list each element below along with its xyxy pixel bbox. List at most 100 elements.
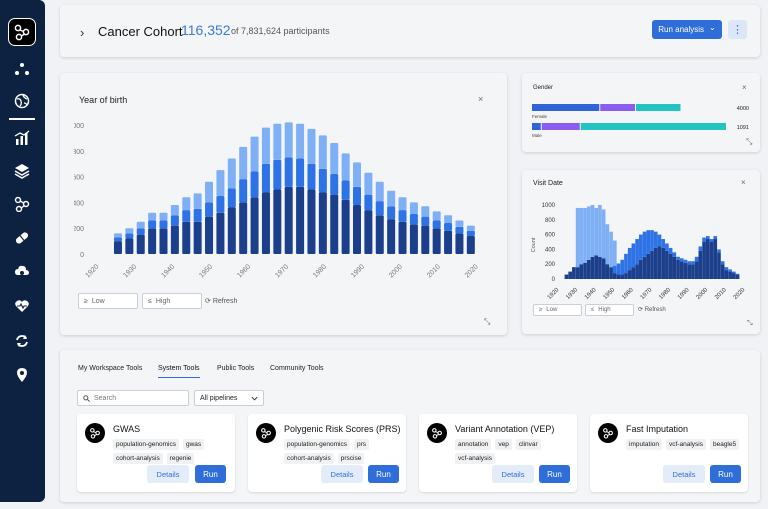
bar bbox=[631, 267, 636, 279]
bar bbox=[564, 274, 569, 279]
bar bbox=[672, 256, 677, 279]
low-placeholder: Low bbox=[546, 307, 558, 313]
bar bbox=[635, 239, 639, 265]
nodes-icon[interactable] bbox=[10, 193, 34, 215]
bar bbox=[148, 228, 157, 254]
high-placeholder: High bbox=[598, 307, 611, 313]
x-tick-label: 1980 bbox=[312, 263, 328, 279]
high-input[interactable]: ≤ High bbox=[585, 304, 634, 316]
bar bbox=[691, 264, 695, 279]
bar bbox=[296, 158, 305, 187]
bar bbox=[532, 123, 541, 130]
bar bbox=[624, 273, 628, 279]
tool-card: GWAS population-genomics gwas cohort-analys… bbox=[77, 414, 235, 492]
bar bbox=[650, 250, 654, 279]
bar bbox=[713, 239, 718, 279]
details-button[interactable]: Details bbox=[663, 465, 705, 483]
active-indicator bbox=[9, 118, 35, 120]
year-of-birth-panel: Year of birth × 0 200 400 600 800 1000 1920 193… bbox=[60, 73, 507, 335]
bar bbox=[432, 211, 441, 221]
expand-chevron-icon[interactable]: › bbox=[80, 25, 85, 40]
details-button[interactable]: Details bbox=[321, 465, 363, 483]
refresh-button[interactable]: ⟳ Refresh bbox=[638, 306, 666, 313]
pill-icon[interactable] bbox=[10, 227, 34, 249]
search-input[interactable]: Search bbox=[77, 390, 189, 406]
bar bbox=[650, 230, 654, 251]
bar bbox=[205, 216, 214, 254]
category-label: Female bbox=[532, 114, 548, 119]
x-tick-label: 1990 bbox=[677, 287, 691, 300]
high-input[interactable]: ≤ High bbox=[142, 293, 202, 309]
y-tick-label: 400 bbox=[74, 200, 84, 207]
close-icon[interactable]: × bbox=[742, 83, 747, 92]
bar bbox=[612, 265, 617, 274]
globe-icon[interactable] bbox=[10, 90, 34, 112]
bar bbox=[594, 255, 599, 279]
resize-handle-icon[interactable]: ⤡ bbox=[746, 137, 753, 146]
bar bbox=[580, 123, 726, 130]
bar bbox=[261, 127, 270, 164]
bar bbox=[239, 202, 248, 254]
pipeline-filter-select[interactable]: All pipelines bbox=[194, 390, 264, 406]
refresh-button[interactable]: ⟳ Refresh bbox=[205, 297, 237, 305]
details-button[interactable]: Details bbox=[147, 465, 189, 483]
run-analysis-label: Run analysis bbox=[658, 25, 705, 34]
location-icon[interactable] bbox=[10, 364, 34, 386]
low-input[interactable]: ≥ Low bbox=[533, 304, 582, 316]
run-button[interactable]: Run bbox=[195, 465, 226, 483]
bar bbox=[679, 261, 684, 279]
bar bbox=[541, 123, 580, 130]
chart-icon[interactable] bbox=[10, 127, 34, 149]
bar bbox=[330, 143, 339, 175]
run-analysis-button[interactable]: Run analysis ⌄ bbox=[652, 20, 722, 39]
pipeline-icon bbox=[427, 423, 447, 443]
bar bbox=[717, 249, 721, 253]
bar bbox=[284, 122, 293, 158]
tag: cohort-analysis bbox=[284, 453, 334, 464]
bar bbox=[668, 253, 673, 279]
sync-icon[interactable] bbox=[10, 330, 34, 352]
bar bbox=[583, 207, 587, 263]
bar bbox=[216, 212, 225, 254]
heart-icon[interactable] bbox=[10, 295, 34, 317]
details-button[interactable]: Details bbox=[492, 465, 534, 483]
x-tick-label: 1970 bbox=[274, 263, 290, 279]
bar bbox=[583, 262, 587, 279]
bar bbox=[732, 271, 736, 274]
tool-card: Fast Imputation imputation vcf-analysis bea… bbox=[590, 414, 748, 492]
low-placeholder: Low bbox=[91, 297, 105, 305]
tab-community-tools[interactable]: Community Tools bbox=[270, 365, 324, 372]
bar bbox=[193, 221, 202, 254]
resize-handle-icon[interactable]: ⤡ bbox=[747, 320, 753, 327]
low-input[interactable]: ≥ Low bbox=[78, 293, 138, 309]
bar bbox=[364, 210, 373, 254]
bar bbox=[182, 221, 191, 254]
layers-icon[interactable] bbox=[10, 160, 34, 182]
bar bbox=[605, 224, 610, 265]
run-button[interactable]: Run bbox=[710, 465, 741, 483]
tag: regenie bbox=[166, 453, 195, 464]
run-button[interactable]: Run bbox=[539, 465, 570, 483]
bar bbox=[586, 259, 591, 279]
dots-icon[interactable] bbox=[10, 58, 34, 80]
bar bbox=[687, 261, 692, 265]
bar bbox=[125, 238, 134, 254]
close-icon[interactable]: × bbox=[741, 178, 746, 187]
close-icon[interactable]: × bbox=[478, 94, 484, 104]
tab-my-workspace-tools[interactable]: My Workspace Tools bbox=[78, 365, 143, 372]
value-label: 4000 bbox=[737, 106, 749, 112]
run-button[interactable]: Run bbox=[368, 465, 399, 483]
y-axis-label: Count bbox=[531, 237, 537, 252]
bar bbox=[364, 194, 373, 211]
bar bbox=[318, 168, 327, 193]
panel-title: Gender bbox=[533, 85, 554, 91]
more-options-button[interactable]: ⋮ bbox=[728, 20, 747, 39]
tab-public-tools[interactable]: Public Tools bbox=[217, 365, 255, 372]
cloud-gear-icon[interactable] bbox=[10, 260, 34, 282]
tab-system-tools[interactable]: System Tools bbox=[158, 365, 200, 378]
resize-handle-icon[interactable]: ⤡ bbox=[484, 317, 491, 326]
bar bbox=[609, 267, 613, 279]
logo-icon[interactable] bbox=[8, 18, 36, 46]
bar bbox=[590, 256, 595, 279]
x-tick-label: 1970 bbox=[640, 287, 654, 300]
